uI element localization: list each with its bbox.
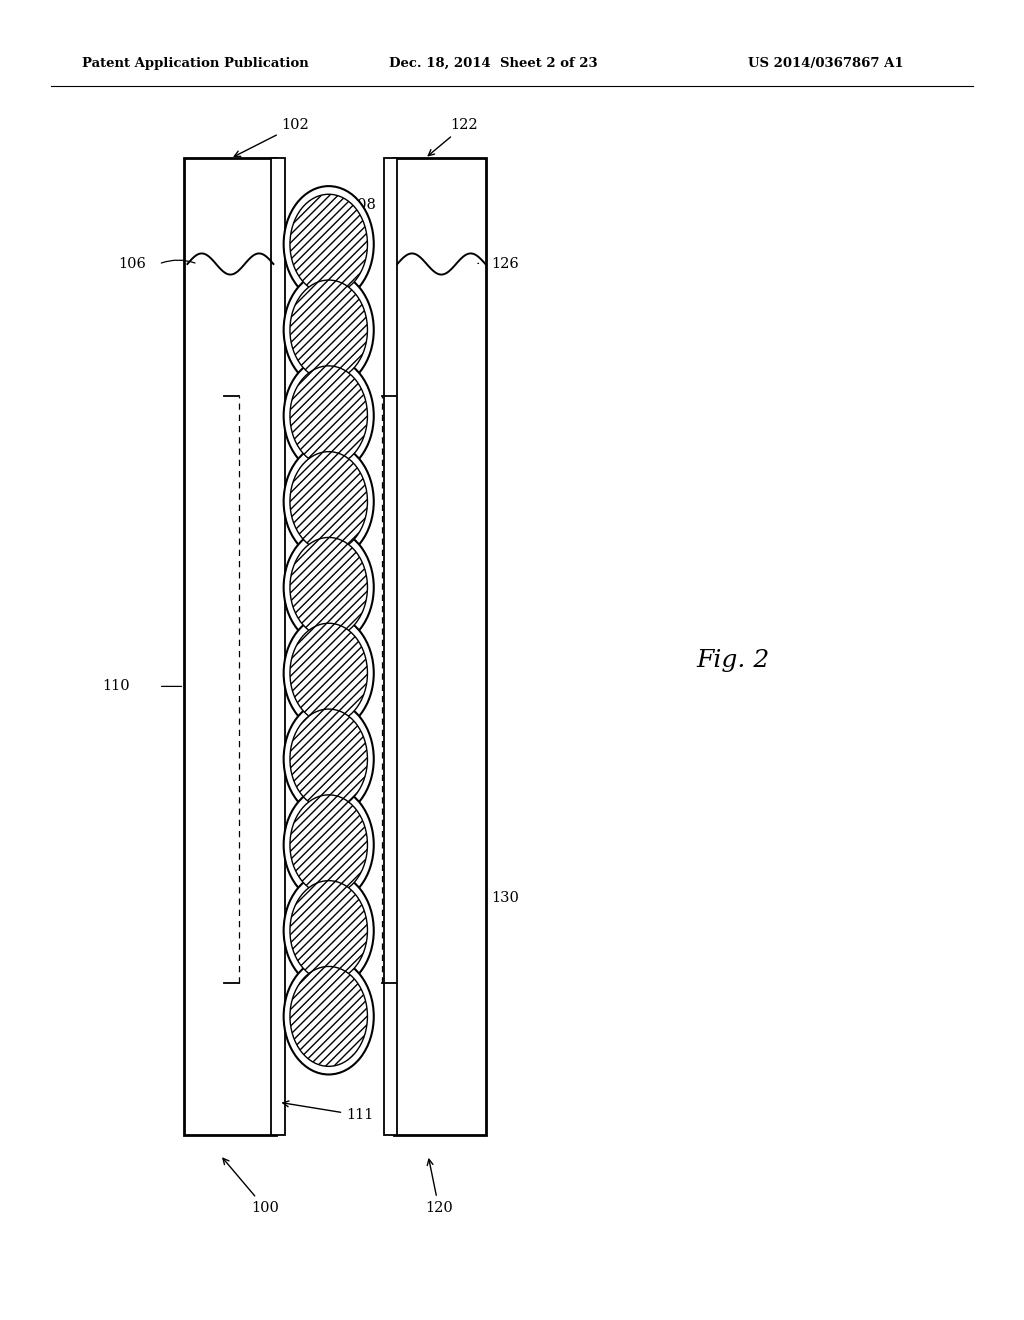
Bar bbox=[271, 158, 285, 1135]
Text: 120: 120 bbox=[425, 1159, 453, 1214]
Circle shape bbox=[284, 958, 374, 1074]
Circle shape bbox=[284, 615, 374, 731]
Circle shape bbox=[290, 880, 368, 981]
Text: 108: 108 bbox=[286, 198, 376, 231]
Text: 126: 126 bbox=[492, 257, 519, 271]
Text: 130: 130 bbox=[492, 891, 519, 904]
Circle shape bbox=[284, 701, 374, 817]
Text: Patent Application Publication: Patent Application Publication bbox=[82, 57, 308, 70]
Circle shape bbox=[290, 537, 368, 638]
Bar bbox=[384, 158, 397, 1135]
Text: Dec. 18, 2014  Sheet 2 of 23: Dec. 18, 2014 Sheet 2 of 23 bbox=[389, 57, 598, 70]
Circle shape bbox=[284, 272, 374, 388]
Circle shape bbox=[290, 623, 368, 723]
Bar bbox=[394, 158, 486, 1135]
Circle shape bbox=[290, 709, 368, 809]
Circle shape bbox=[284, 444, 374, 560]
Circle shape bbox=[284, 873, 374, 989]
Circle shape bbox=[284, 529, 374, 645]
Circle shape bbox=[290, 194, 368, 294]
Circle shape bbox=[284, 787, 374, 903]
Circle shape bbox=[290, 366, 368, 466]
Bar bbox=[184, 158, 276, 1135]
Text: 122: 122 bbox=[428, 119, 478, 156]
Circle shape bbox=[284, 358, 374, 474]
Text: US 2014/0367867 A1: US 2014/0367867 A1 bbox=[748, 57, 903, 70]
Text: 106: 106 bbox=[118, 257, 145, 271]
Circle shape bbox=[284, 186, 374, 302]
Text: 111: 111 bbox=[283, 1101, 374, 1122]
Text: 100: 100 bbox=[223, 1159, 279, 1214]
Circle shape bbox=[290, 451, 368, 552]
Text: 102: 102 bbox=[234, 119, 309, 157]
Circle shape bbox=[290, 795, 368, 895]
Circle shape bbox=[290, 966, 368, 1067]
Text: Fig. 2: Fig. 2 bbox=[696, 648, 770, 672]
Circle shape bbox=[290, 280, 368, 380]
Text: 110: 110 bbox=[102, 680, 130, 693]
